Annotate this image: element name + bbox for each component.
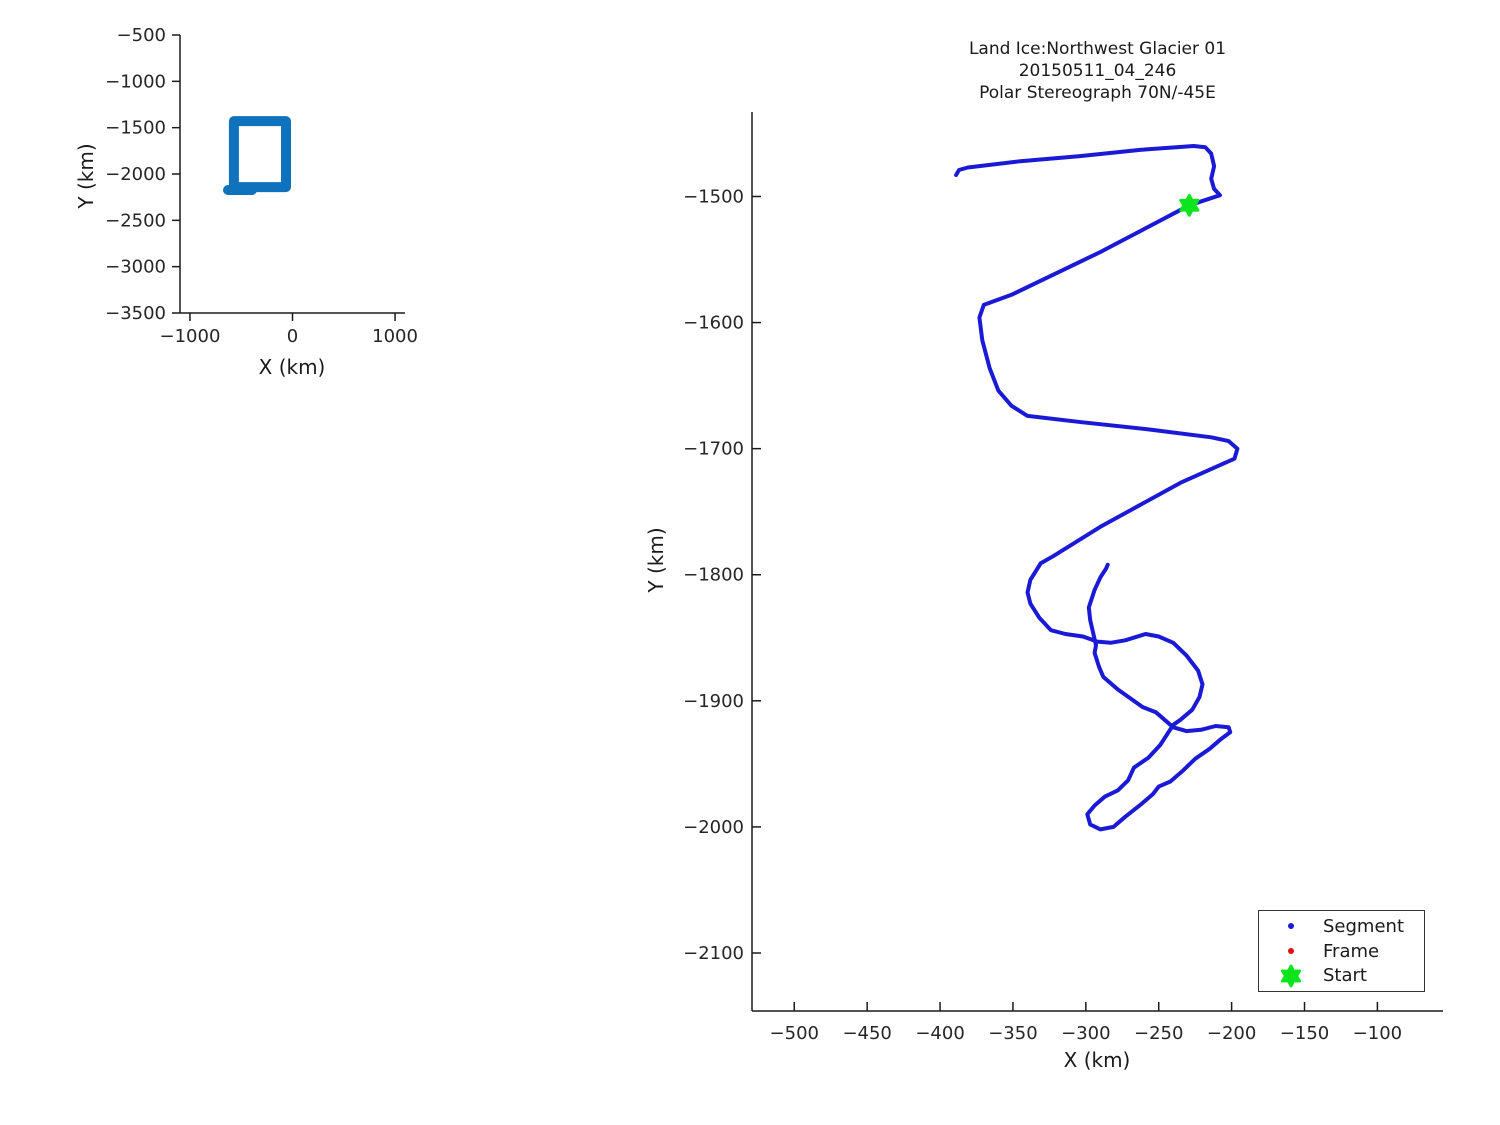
x-tick-label: −200 <box>1207 1023 1256 1044</box>
segment-marker-icon <box>1259 914 1323 938</box>
y-tick-label: −2000 <box>683 817 744 838</box>
legend-label-frame: Frame <box>1323 940 1380 962</box>
x-tick-label: −1000 <box>160 326 221 347</box>
legend-row-start: Start <box>1259 963 1424 988</box>
overview-x-axis-label: X (km) <box>258 355 326 379</box>
y-tick-label: −500 <box>117 25 166 46</box>
y-tick-label: −1600 <box>683 313 744 334</box>
title-line-projection: Polar Stereograph 70N/-45E <box>979 83 1216 103</box>
legend: Segment Frame Start <box>1258 910 1425 992</box>
y-tick-label: −3000 <box>105 257 166 278</box>
x-tick-label: −150 <box>1280 1023 1329 1044</box>
frame-marker-icon <box>1259 939 1323 963</box>
x-tick-label: −500 <box>770 1023 819 1044</box>
flight-track-overview <box>228 116 291 193</box>
y-tick-label: −1000 <box>105 71 166 92</box>
y-tick-label: −1700 <box>683 439 744 460</box>
title-line-campaign: Land Ice:Northwest Glacier 01 <box>968 39 1227 59</box>
title-line-segment-id: 20150511_04_246 <box>1018 61 1177 81</box>
legend-label-start: Start <box>1323 965 1367 987</box>
x-tick-label: −300 <box>1061 1023 1110 1044</box>
x-tick-label: −350 <box>988 1023 1037 1044</box>
y-tick-label: −2100 <box>683 943 744 964</box>
y-tick-label: −1800 <box>683 565 744 586</box>
y-tick-label: −1500 <box>683 186 744 207</box>
legend-row-segment: Segment <box>1259 914 1424 939</box>
x-tick-label: 1000 <box>372 326 418 347</box>
legend-row-frame: Frame <box>1259 939 1424 964</box>
start-legend-glyph <box>1280 964 1302 988</box>
segment-legend-glyph <box>1288 923 1294 930</box>
x-tick-label: 0 <box>287 326 298 347</box>
segment-track <box>954 144 1240 832</box>
main-y-axis-label: Y (km) <box>644 527 668 593</box>
y-tick-label: −2000 <box>105 164 166 185</box>
legend-label-segment: Segment <box>1323 915 1404 937</box>
x-tick-label: −400 <box>915 1023 964 1044</box>
start-point <box>1179 193 1200 217</box>
y-tick-label: −2500 <box>105 210 166 231</box>
x-tick-label: −100 <box>1353 1023 1402 1044</box>
main-plot-title: Land Ice:Northwest Glacier 01 20150511_0… <box>752 38 1443 104</box>
main-x-axis-label: X (km) <box>1063 1048 1131 1072</box>
x-tick-label: −250 <box>1134 1023 1183 1044</box>
x-tick-label: −450 <box>842 1023 891 1044</box>
y-tick-label: −3500 <box>105 303 166 324</box>
y-tick-label: −1900 <box>683 691 744 712</box>
start-marker-icon <box>1259 964 1323 988</box>
frame-legend-glyph <box>1288 948 1294 954</box>
y-tick-label: −1500 <box>105 118 166 139</box>
